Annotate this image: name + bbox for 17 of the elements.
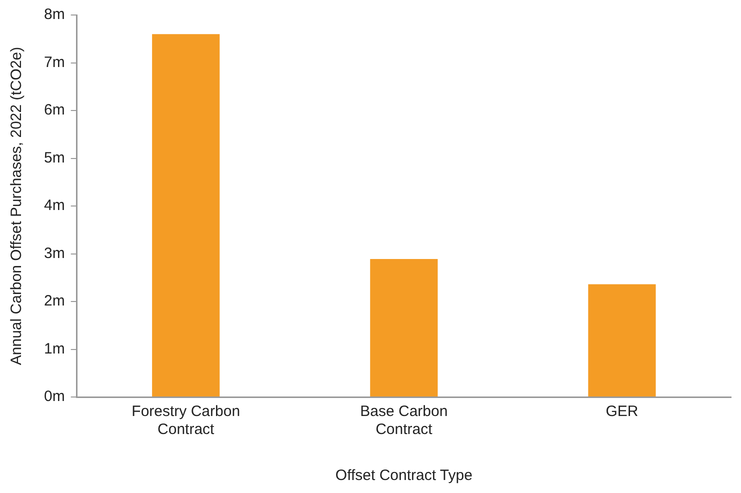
bar bbox=[152, 34, 220, 396]
x-tick-label: GER bbox=[606, 403, 638, 420]
x-tick-label: Base Carbon Contract bbox=[360, 403, 448, 438]
y-axis-title: Annual Carbon Offset Purchases, 2022 (tCO2e) bbox=[8, 46, 26, 366]
x-axis-title: Offset Contract Type bbox=[335, 467, 472, 484]
y-tick-label: 0m bbox=[44, 388, 65, 406]
y-tick-label: 3m bbox=[44, 244, 65, 262]
bar bbox=[588, 284, 656, 396]
y-tick-label: 8m bbox=[44, 6, 65, 24]
y-tick-label: 2m bbox=[44, 292, 65, 310]
x-tick-label: Forestry Carbon Contract bbox=[132, 403, 240, 438]
bar bbox=[370, 259, 438, 396]
y-tick-label: 7m bbox=[44, 54, 65, 71]
y-tick-label: 1m bbox=[44, 340, 65, 358]
y-tick-label: 4m bbox=[44, 197, 65, 214]
y-tick-label: 6m bbox=[44, 102, 65, 119]
y-tick-label: 5m bbox=[44, 149, 65, 166]
